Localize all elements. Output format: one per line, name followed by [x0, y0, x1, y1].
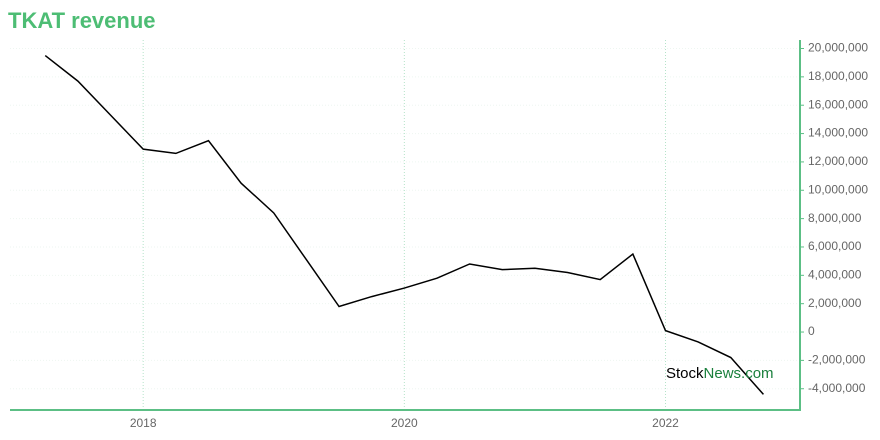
watermark-brand: Stock — [666, 365, 704, 382]
y-tick-label: 12,000,000 — [808, 154, 868, 168]
watermark-suffix: News.com — [704, 365, 774, 382]
y-tick-label: 14,000,000 — [808, 126, 868, 140]
line — [44, 55, 764, 395]
x-tick-label: 2018 — [130, 416, 157, 430]
chart-title: TKAT revenue — [8, 8, 156, 33]
y-tick-label: -4,000,000 — [808, 381, 866, 395]
y-tick-label: 10,000,000 — [808, 182, 868, 196]
y-tick-label: 6,000,000 — [808, 239, 862, 253]
y-tick-label: 16,000,000 — [808, 97, 868, 111]
y-tick-label: 0 — [808, 324, 815, 338]
x-tick-label: 2020 — [391, 416, 418, 430]
y-tick-label: 18,000,000 — [808, 69, 868, 83]
watermark: StockNews.com — [666, 365, 774, 382]
y-tick-label: -2,000,000 — [808, 353, 866, 367]
y-tick-label: 4,000,000 — [808, 267, 862, 281]
y-tick-label: 2,000,000 — [808, 296, 862, 310]
y-tick-label: 20,000,000 — [808, 41, 868, 55]
x-tick-label: 2022 — [652, 416, 679, 430]
y-tick-label: 8,000,000 — [808, 211, 862, 225]
